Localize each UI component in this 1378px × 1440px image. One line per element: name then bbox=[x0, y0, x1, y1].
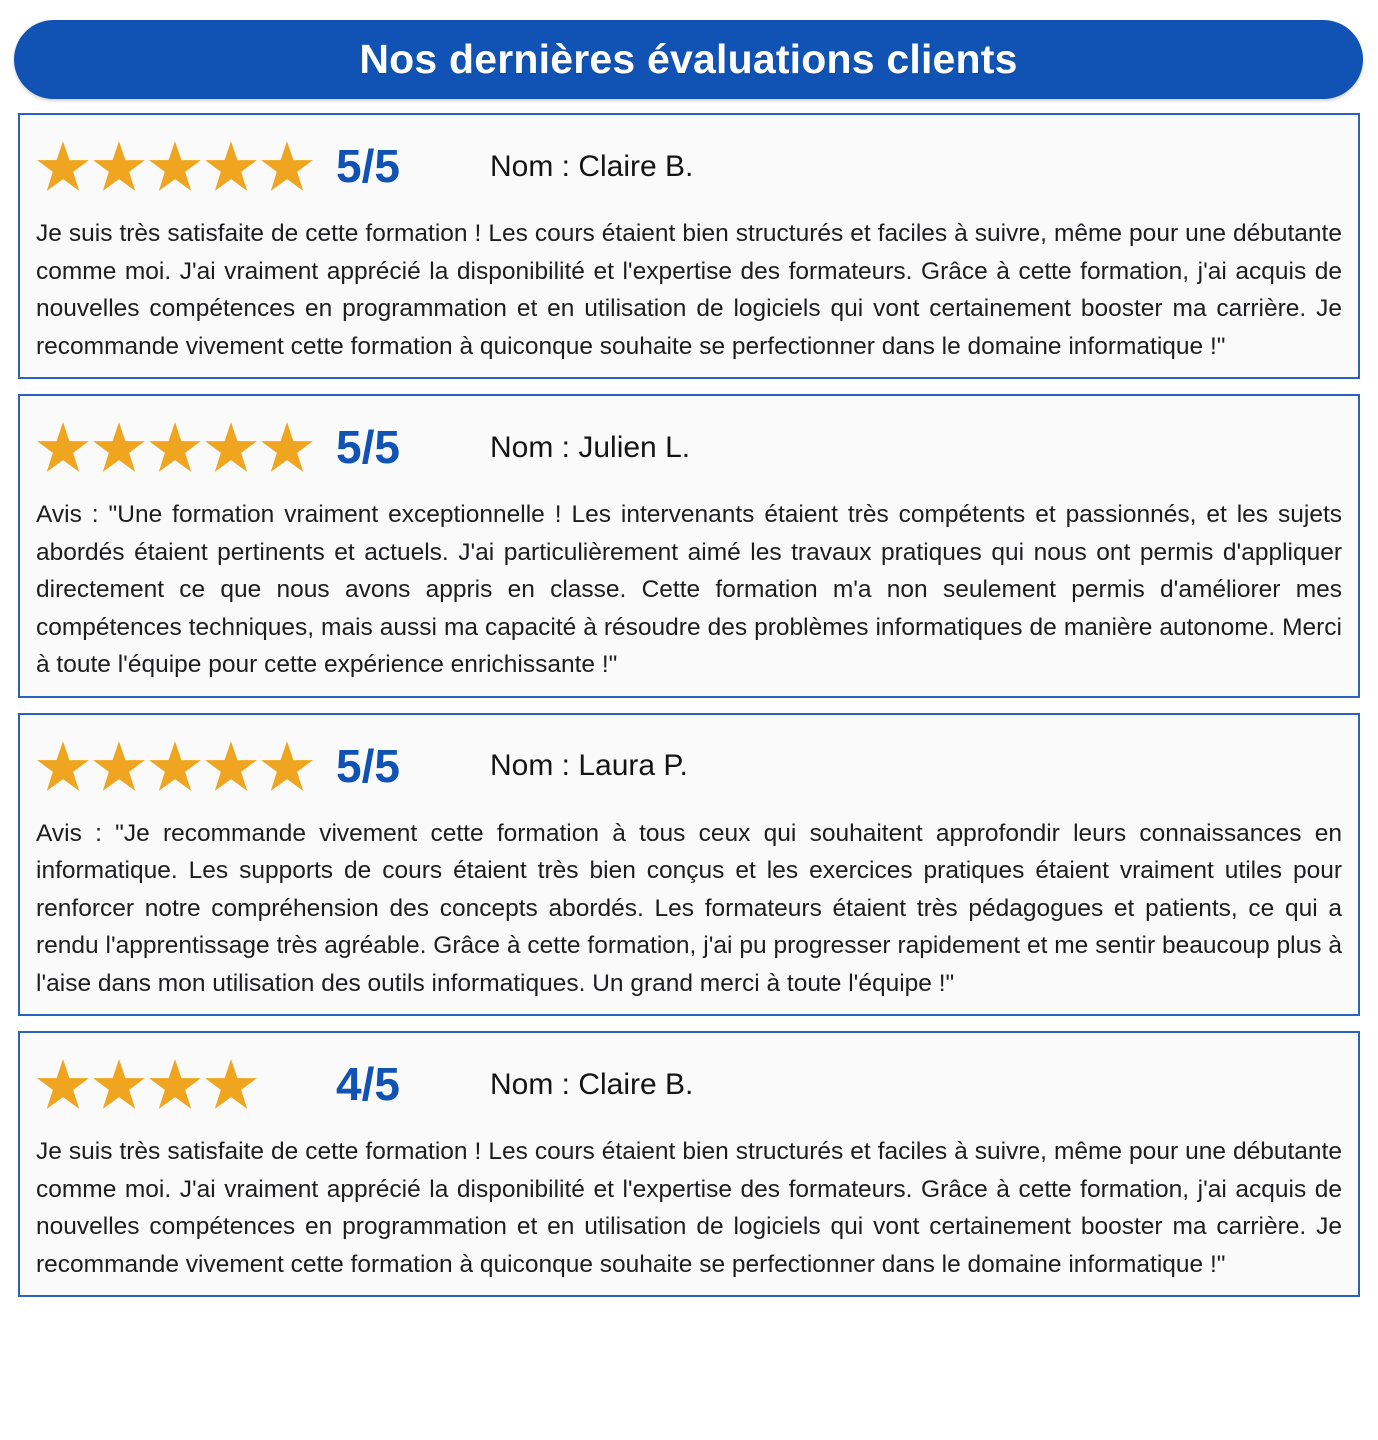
review-text: Je suis très satisfaite de cette formati… bbox=[36, 1138, 1342, 1278]
star-icon bbox=[261, 422, 313, 472]
review-card: 5/5 Nom : Laura P. Avis : "Je recommande… bbox=[18, 712, 1360, 1016]
star-icon bbox=[93, 740, 145, 791]
star-icon bbox=[205, 1059, 257, 1109]
star-icon bbox=[149, 141, 201, 191]
star-icon bbox=[93, 141, 145, 191]
reviews-list: 5/5 Nom : Claire B. Je suis très satisfa… bbox=[18, 113, 1360, 1297]
review-header: 4/5 Nom : Claire B. bbox=[36, 1041, 1342, 1127]
review-text: Avis : "Une formation vraiment exception… bbox=[36, 501, 1342, 678]
star-icon bbox=[37, 1059, 89, 1109]
star-icon bbox=[37, 740, 89, 791]
star-icon bbox=[205, 422, 257, 472]
star-rating bbox=[36, 740, 336, 792]
page-title: Nos dernières évaluations clients bbox=[359, 36, 1018, 82]
star-icon bbox=[149, 740, 201, 791]
star-rating bbox=[36, 140, 336, 192]
star-icon bbox=[261, 740, 313, 791]
star-icon bbox=[37, 141, 89, 191]
star-rating bbox=[36, 421, 336, 473]
star-icon bbox=[205, 740, 257, 791]
reviewer-name: Nom : Claire B. bbox=[490, 1067, 694, 1101]
review-text: Je suis très satisfaite de cette formati… bbox=[36, 220, 1342, 360]
review-card: 4/5 Nom : Claire B. Je suis très satisfa… bbox=[18, 1031, 1360, 1297]
star-icon bbox=[93, 422, 145, 472]
rating-value: 5/5 bbox=[336, 421, 400, 473]
review-header: 5/5 Nom : Julien L. bbox=[36, 404, 1342, 490]
review-header: 5/5 Nom : Laura P. bbox=[36, 723, 1342, 809]
star-icon bbox=[205, 141, 257, 191]
reviewer-name: Nom : Claire B. bbox=[490, 149, 694, 183]
star-icon bbox=[261, 141, 313, 191]
review-card: 5/5 Nom : Julien L. Avis : "Une formatio… bbox=[18, 394, 1360, 698]
star-icon bbox=[93, 1059, 145, 1109]
rating-value: 5/5 bbox=[336, 739, 400, 792]
star-icon bbox=[149, 422, 201, 472]
review-text: Avis : "Je recommande vivement cette for… bbox=[36, 819, 1342, 997]
rating-value: 5/5 bbox=[336, 140, 400, 192]
rating-value: 4/5 bbox=[336, 1058, 400, 1110]
reviewer-name: Nom : Julien L. bbox=[490, 430, 691, 464]
header-pill: Nos dernières évaluations clients bbox=[14, 20, 1363, 99]
star-icon bbox=[37, 422, 89, 472]
reviewer-name: Nom : Laura P. bbox=[490, 749, 688, 782]
star-icon bbox=[149, 1059, 201, 1109]
star-rating bbox=[36, 1058, 336, 1110]
review-card: 5/5 Nom : Claire B. Je suis très satisfa… bbox=[18, 113, 1360, 379]
review-header: 5/5 Nom : Claire B. bbox=[36, 123, 1342, 209]
